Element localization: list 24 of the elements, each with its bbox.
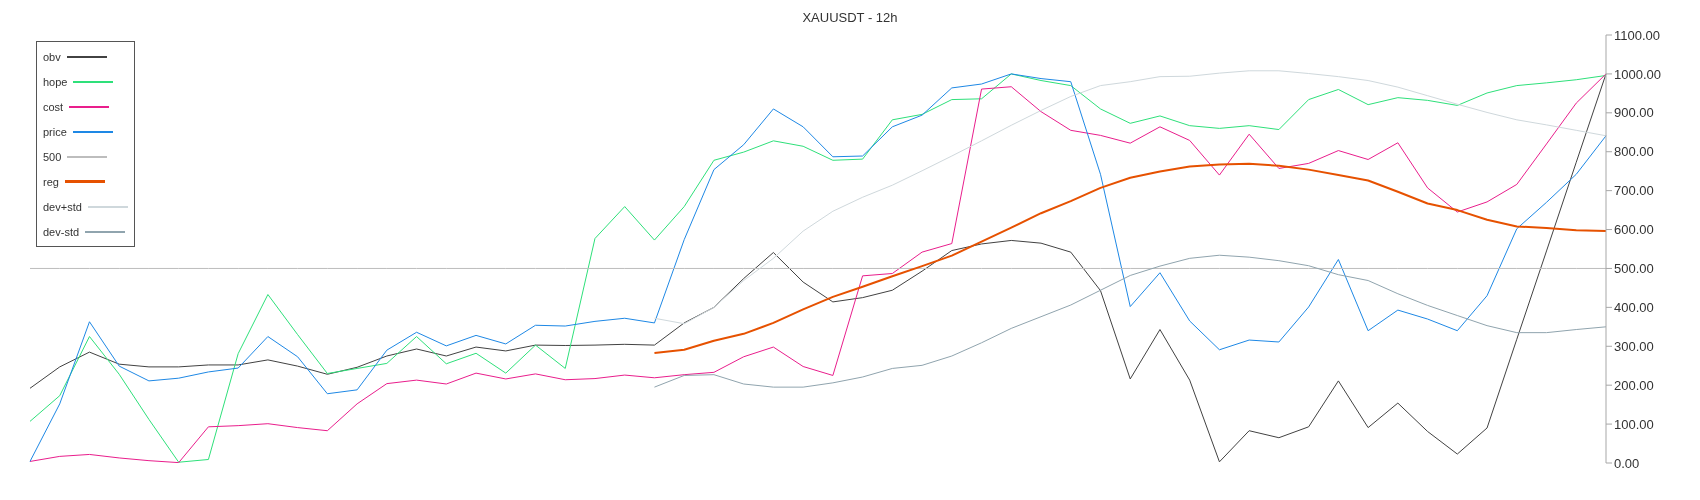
- legend-label: price: [43, 125, 67, 138]
- line-series: [653, 70, 1607, 325]
- y-tick-label: 300.00: [1614, 338, 1654, 354]
- y-tick-label: 1000.00: [1614, 66, 1661, 82]
- y-tick-label: 0.00: [1614, 455, 1640, 471]
- legend-label: dev-std: [43, 225, 80, 238]
- line-series: [653, 162, 1607, 354]
- y-tick-label: 900.00: [1614, 105, 1654, 121]
- y-tick-label: 400.00: [1614, 299, 1654, 315]
- legend-label: obv: [43, 50, 61, 63]
- y-tick-label: 800.00: [1614, 144, 1654, 160]
- y-tick-label: 200.00: [1614, 377, 1654, 393]
- legend-label: hope: [43, 75, 68, 88]
- y-tick-label: 500.00: [1614, 261, 1654, 277]
- y-tick-label: 100.00: [1614, 416, 1654, 432]
- legend-label: 500: [43, 150, 62, 163]
- y-tick-label: 600.00: [1614, 222, 1654, 238]
- chart-title: XAUUSDT - 12h: [801, 10, 899, 25]
- line-series: [653, 254, 1607, 388]
- legend-label: dev+std: [43, 200, 82, 213]
- y-tick-label: 700.00: [1614, 183, 1654, 199]
- y-tick-label: 1100.00: [1614, 27, 1661, 43]
- legend-label: reg: [43, 175, 59, 188]
- legend-label: cost: [43, 100, 64, 113]
